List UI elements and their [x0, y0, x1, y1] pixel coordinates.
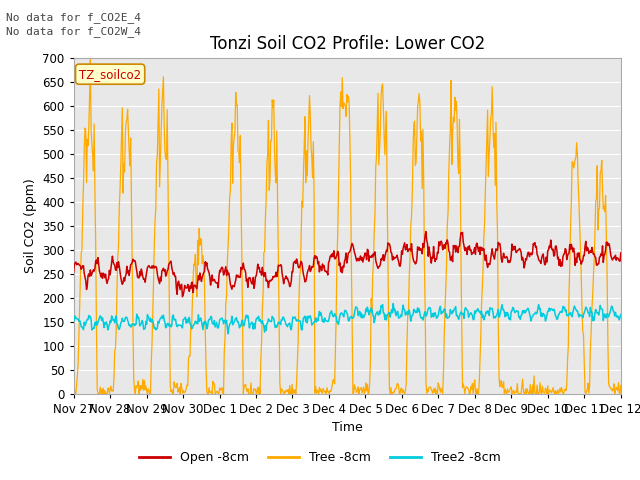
Legend: Open -8cm, Tree -8cm, Tree2 -8cm: Open -8cm, Tree -8cm, Tree2 -8cm: [134, 446, 506, 469]
Title: Tonzi Soil CO2 Profile: Lower CO2: Tonzi Soil CO2 Profile: Lower CO2: [209, 35, 485, 53]
Text: No data for f_CO2W_4: No data for f_CO2W_4: [6, 26, 141, 37]
Text: TZ_soilco2: TZ_soilco2: [79, 68, 141, 81]
X-axis label: Time: Time: [332, 421, 363, 434]
Text: No data for f_CO2E_4: No data for f_CO2E_4: [6, 12, 141, 23]
Y-axis label: Soil CO2 (ppm): Soil CO2 (ppm): [24, 178, 36, 273]
